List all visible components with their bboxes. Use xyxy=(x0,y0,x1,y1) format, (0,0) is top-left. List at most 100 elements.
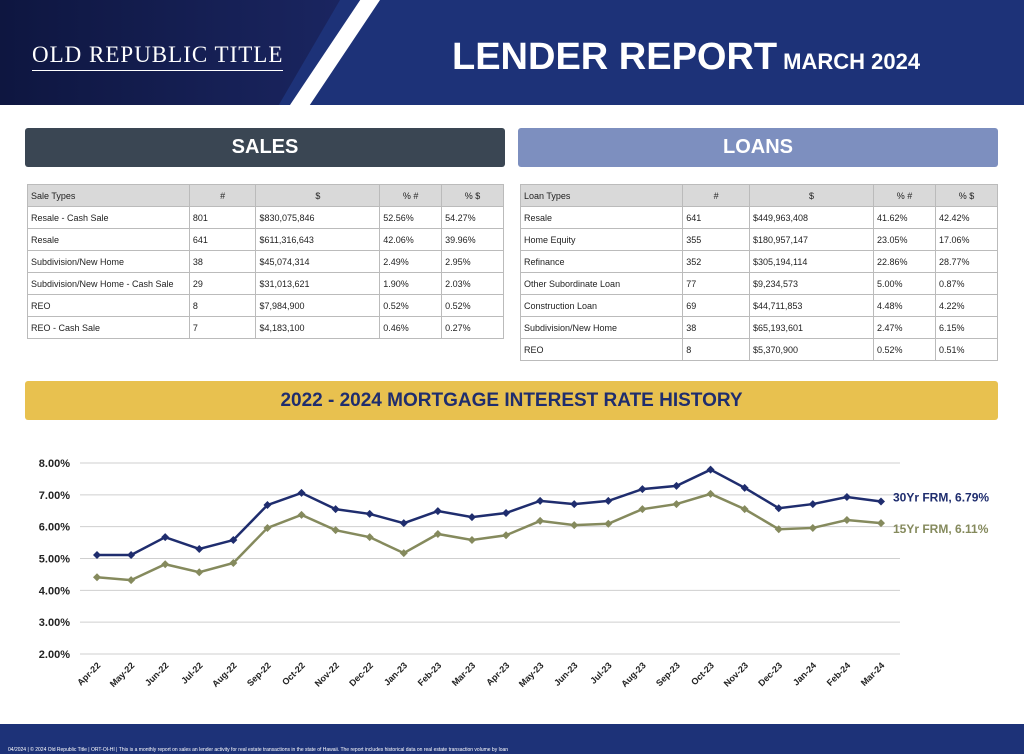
marker xyxy=(263,501,272,510)
table-row: REO 8 $7,984,900 0.52% 0.52% xyxy=(27,294,504,317)
marker xyxy=(365,533,374,542)
header-band: OLD REPUBLIC TITLE LENDER REPORT MARCH 20… xyxy=(0,0,1024,105)
x-tick-label: Feb-23 xyxy=(416,660,444,688)
table-cell: $65,193,601 xyxy=(748,316,874,339)
table-cell: Construction Loan xyxy=(519,294,684,317)
marker xyxy=(877,497,885,506)
table-row: Resale - Cash Sale 801 $830,075,846 52.56% 5… xyxy=(27,206,504,229)
table-row: Subdivision/New Home 38 $45,074,314 2.49% 2.… xyxy=(27,250,504,273)
table-cell: Refinance xyxy=(519,250,684,273)
table-cell: 352 xyxy=(682,250,750,273)
table-cell: 8 xyxy=(188,294,257,317)
table-cell: 5.00% xyxy=(872,272,936,295)
marker xyxy=(842,515,851,524)
table-cell: 355 xyxy=(682,228,750,251)
table-cell: 42.42% xyxy=(934,206,999,229)
table-row: Resale 641 $449,963,408 41.62% 42.42% xyxy=(519,206,999,229)
table-cell: 54.27% xyxy=(441,206,504,229)
table-row: Other Subordinate Loan 77 $9,234,573 5.00% 0… xyxy=(519,272,999,295)
table-cell: $5,370,900 xyxy=(748,338,874,361)
table-row: Home Equity 355 $180,957,147 23.05% 17.06% xyxy=(519,228,999,251)
table-cell: $305,194,114 xyxy=(748,250,874,273)
marker xyxy=(808,523,817,532)
marker xyxy=(808,500,817,509)
table-cell: 52.56% xyxy=(379,206,443,229)
loans-table: Loan Types # $% #% $ Resale 641 $449,963,408 4… xyxy=(519,184,999,361)
x-tick-label: Sep-22 xyxy=(245,660,273,688)
table-cell: 0.51% xyxy=(934,338,999,361)
column-header: Sale Types xyxy=(27,184,190,207)
x-tick-label: Jan-23 xyxy=(382,660,409,687)
y-tick-label: 8.00% xyxy=(39,458,70,470)
column-header: % $ xyxy=(441,184,504,207)
table-cell: 29 xyxy=(188,272,257,295)
table-cell: Subdivision/New Home - Cash Sale xyxy=(27,272,190,295)
marker xyxy=(604,519,613,528)
y-tick-label: 6.00% xyxy=(39,522,70,534)
chart-title: 2022 - 2024 MORTGAGE INTEREST RATE HISTO… xyxy=(25,381,998,420)
table-cell: 41.62% xyxy=(872,206,936,229)
x-tick-label: Jul-22 xyxy=(179,660,204,685)
header-row: Loan Types # $% #% $ xyxy=(519,184,999,207)
logo-area xyxy=(0,0,340,105)
x-tick-label: Mar-23 xyxy=(450,660,478,688)
footer: 04/2024 | © 2024 Old Republic Title | OR… xyxy=(0,724,1024,754)
marker xyxy=(229,558,238,567)
y-tick-label: 7.00% xyxy=(39,490,70,502)
x-tick-label: Apr-23 xyxy=(484,660,511,687)
header-row: Sale Types # $% #% $ xyxy=(27,184,504,207)
table-row: Subdivision/New Home 38 $65,193,601 2.47% 6.… xyxy=(519,316,999,339)
column-header: Loan Types xyxy=(519,184,684,207)
table-cell: 23.05% xyxy=(872,228,936,251)
table-cell: $180,957,147 xyxy=(748,228,874,251)
marker xyxy=(161,560,170,569)
x-tick-label: Feb-24 xyxy=(825,660,853,688)
table-cell: 0.46% xyxy=(379,316,443,339)
table-row: Subdivision/New Home - Cash Sale 29 $31,01… xyxy=(27,272,504,295)
table-cell: $830,075,846 xyxy=(255,206,381,229)
x-tick-label: May-23 xyxy=(517,660,546,689)
marker xyxy=(536,516,545,525)
footer-text: 04/2024 | © 2024 Old Republic Title | OR… xyxy=(8,747,509,753)
table-cell: 2.95% xyxy=(441,250,504,273)
table-cell: $44,711,853 xyxy=(748,294,874,317)
marker xyxy=(433,529,442,538)
table-cell: Resale - Cash Sale xyxy=(27,206,190,229)
marker xyxy=(195,568,204,577)
table-cell: 4.48% xyxy=(872,294,936,317)
table-cell: 42.06% xyxy=(379,228,443,251)
marker xyxy=(842,493,851,502)
table-cell: 1.90% xyxy=(379,272,443,295)
marker xyxy=(467,536,476,545)
x-tick-label: Apr-22 xyxy=(75,660,102,687)
column-header: # xyxy=(682,184,750,207)
marker xyxy=(331,505,340,514)
marker xyxy=(399,549,408,558)
table-cell: $449,963,408 xyxy=(748,206,874,229)
marker xyxy=(467,513,476,522)
table-cell: 7 xyxy=(188,316,257,339)
sales-table: Sale Types # $% #% $ Resale - Cash Sale 801 $… xyxy=(27,184,504,339)
marker xyxy=(93,573,101,582)
marker xyxy=(604,496,613,505)
table-cell: 0.27% xyxy=(441,316,504,339)
table-cell: $31,013,621 xyxy=(255,272,381,295)
table-cell: 22.86% xyxy=(872,250,936,273)
table-cell: 0.87% xyxy=(934,272,999,295)
marker xyxy=(399,519,408,528)
loans-header: LOANS xyxy=(518,128,998,167)
table-row: REO 8 $5,370,900 0.52% 0.51% xyxy=(519,338,999,361)
column-header: $ xyxy=(748,184,874,207)
table-cell: REO - Cash Sale xyxy=(27,316,190,339)
table-cell: 8 xyxy=(682,338,750,361)
series-label: 15Yr FRM, 6.11% xyxy=(893,522,989,536)
chart: 2.00% 3.00% 4.00% 5.00% 6.00% 7.00% 8.00% Apr-2… xyxy=(39,458,990,689)
marker xyxy=(536,496,545,505)
marker xyxy=(570,521,579,530)
marker xyxy=(672,481,681,490)
marker xyxy=(740,505,749,514)
x-tick-label: Jan-24 xyxy=(791,660,818,687)
table-cell: REO xyxy=(27,294,190,317)
column-header: % $ xyxy=(934,184,999,207)
series-label: 30Yr FRM, 6.79% xyxy=(893,491,989,505)
